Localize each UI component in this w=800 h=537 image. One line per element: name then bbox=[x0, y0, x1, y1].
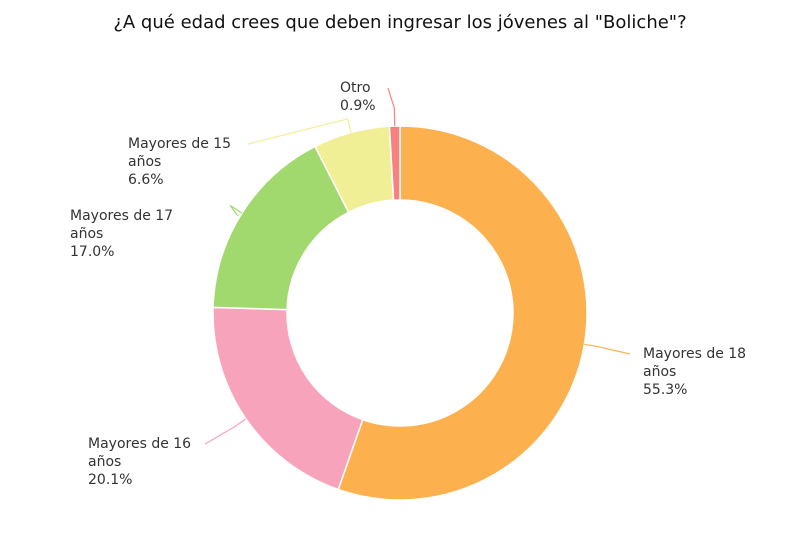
slice-name: Mayores de 15 bbox=[128, 136, 231, 152]
donut-slice[interactable] bbox=[388, 125, 401, 201]
slices-layer bbox=[212, 125, 588, 501]
slice-name: Otro bbox=[340, 80, 371, 96]
leader-lines-layer bbox=[204, 87, 631, 445]
slice-name: años bbox=[643, 364, 676, 380]
slice-name: Mayores de 18 bbox=[643, 346, 746, 362]
slice-percent: 55.3% bbox=[643, 382, 687, 398]
slice-name: Mayores de 17 bbox=[70, 208, 173, 224]
slice-percent: 6.6% bbox=[128, 172, 164, 188]
slice-percent: 17.0% bbox=[70, 244, 114, 260]
slice-label: Mayores de 15 años 6.6% bbox=[128, 136, 231, 188]
slice-name: años bbox=[88, 454, 121, 470]
slice-percent: 20.1% bbox=[88, 472, 132, 488]
slice-name: Mayores de 16 bbox=[88, 436, 191, 452]
slice-name: años bbox=[70, 226, 103, 242]
slice-name: años bbox=[128, 154, 161, 170]
slice-label: Mayores de 17 años 17.0% bbox=[70, 208, 173, 260]
slice-label: Mayores de 16 años 20.1% bbox=[88, 436, 191, 488]
chart-title: ¿A qué edad crees que deben ingresar los… bbox=[113, 12, 686, 33]
slice-percent: 0.9% bbox=[340, 98, 376, 114]
leader-line bbox=[229, 204, 243, 217]
slice-label: Otro 0.9% bbox=[340, 80, 376, 114]
slice-labels-layer: Mayores de 18 años 55.3% Mayores de 16 años 2… bbox=[70, 80, 746, 488]
donut-slice[interactable] bbox=[337, 125, 588, 501]
leader-line bbox=[387, 87, 396, 127]
leader-line bbox=[584, 343, 631, 355]
leader-line bbox=[204, 418, 247, 445]
leader-line bbox=[247, 118, 352, 145]
slice-label: Mayores de 18 años 55.3% bbox=[643, 346, 746, 398]
donut-slice[interactable] bbox=[212, 306, 364, 491]
